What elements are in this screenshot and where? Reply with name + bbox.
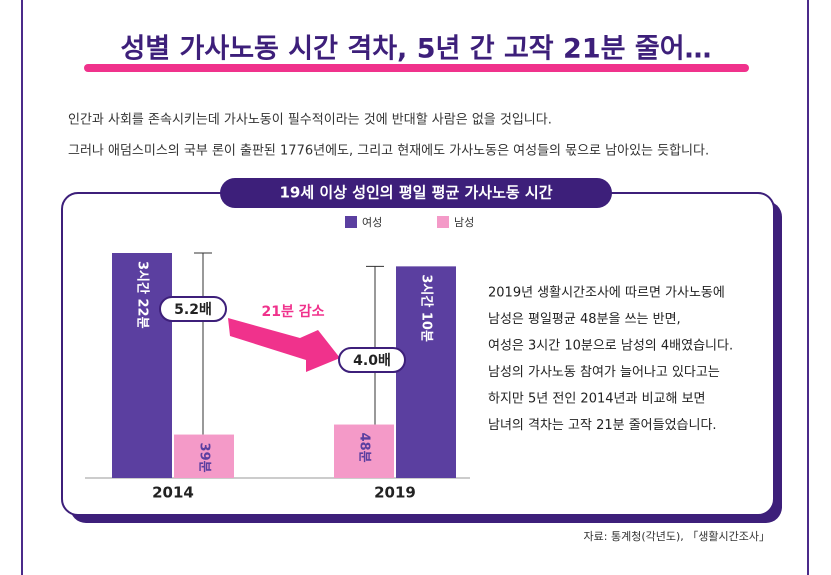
legend-label: 여성 xyxy=(362,216,382,229)
ratio-pill xyxy=(338,347,406,373)
chart-title: 19세 이상 성인의 평일 평균 가사노동 시간 xyxy=(279,184,552,202)
value-label: 3시간 22분 xyxy=(135,261,151,329)
page-title: 성별 가사노동 시간 격차, 5년 간 고작 21분 줄어… xyxy=(120,34,711,65)
x-tick-label: 2019 xyxy=(374,484,416,502)
bar xyxy=(396,266,456,478)
value-label: 39분 xyxy=(197,443,212,473)
description-line: 2019년 생활시간조사에 따르면 가사노동에 xyxy=(488,286,725,301)
x-tick-label: 2014 xyxy=(152,484,194,502)
intro-line: 그러나 애덤스미스의 국부 론이 출판된 1776년에도, 그리고 현재에도 가… xyxy=(68,144,709,159)
value-label: 48분 xyxy=(357,433,372,463)
title-underline xyxy=(84,64,749,72)
description-line: 남녀의 격차는 고작 21분 줄어들었습니다. xyxy=(488,418,717,433)
chart-title-pill xyxy=(220,178,612,208)
ratio-pill xyxy=(159,296,227,322)
legend-swatch xyxy=(345,216,357,228)
value-label: 3시간 10분 xyxy=(419,274,435,342)
bar xyxy=(112,253,172,478)
bar xyxy=(174,434,234,478)
legend-swatch xyxy=(437,216,449,228)
legend-label: 남성 xyxy=(454,216,474,229)
description-line: 여성은 3시간 10분으로 남성의 4배였습니다. xyxy=(488,339,733,354)
bar xyxy=(334,424,394,478)
ratio-label: 4.0배 xyxy=(353,353,391,369)
ratio-label: 5.2배 xyxy=(174,302,212,318)
description-line: 하지만 5년 전인 2014년과 비교해 보면 xyxy=(488,392,706,407)
description-line: 남성은 평일평균 48분을 쓰는 반면, xyxy=(488,312,681,327)
decrease-label: 21분 감소 xyxy=(262,303,325,320)
description-line: 남성의 가사노동 참여가 늘어나고 있다고는 xyxy=(488,365,720,380)
source: 자료: 통계청(각년도), 「생활시간조사」 xyxy=(584,529,770,543)
decrease-arrow xyxy=(228,318,340,372)
intro-line: 인간과 사회를 존속시키는데 가사노동이 필수적이라는 것에 반대할 사람은 없… xyxy=(68,113,552,128)
